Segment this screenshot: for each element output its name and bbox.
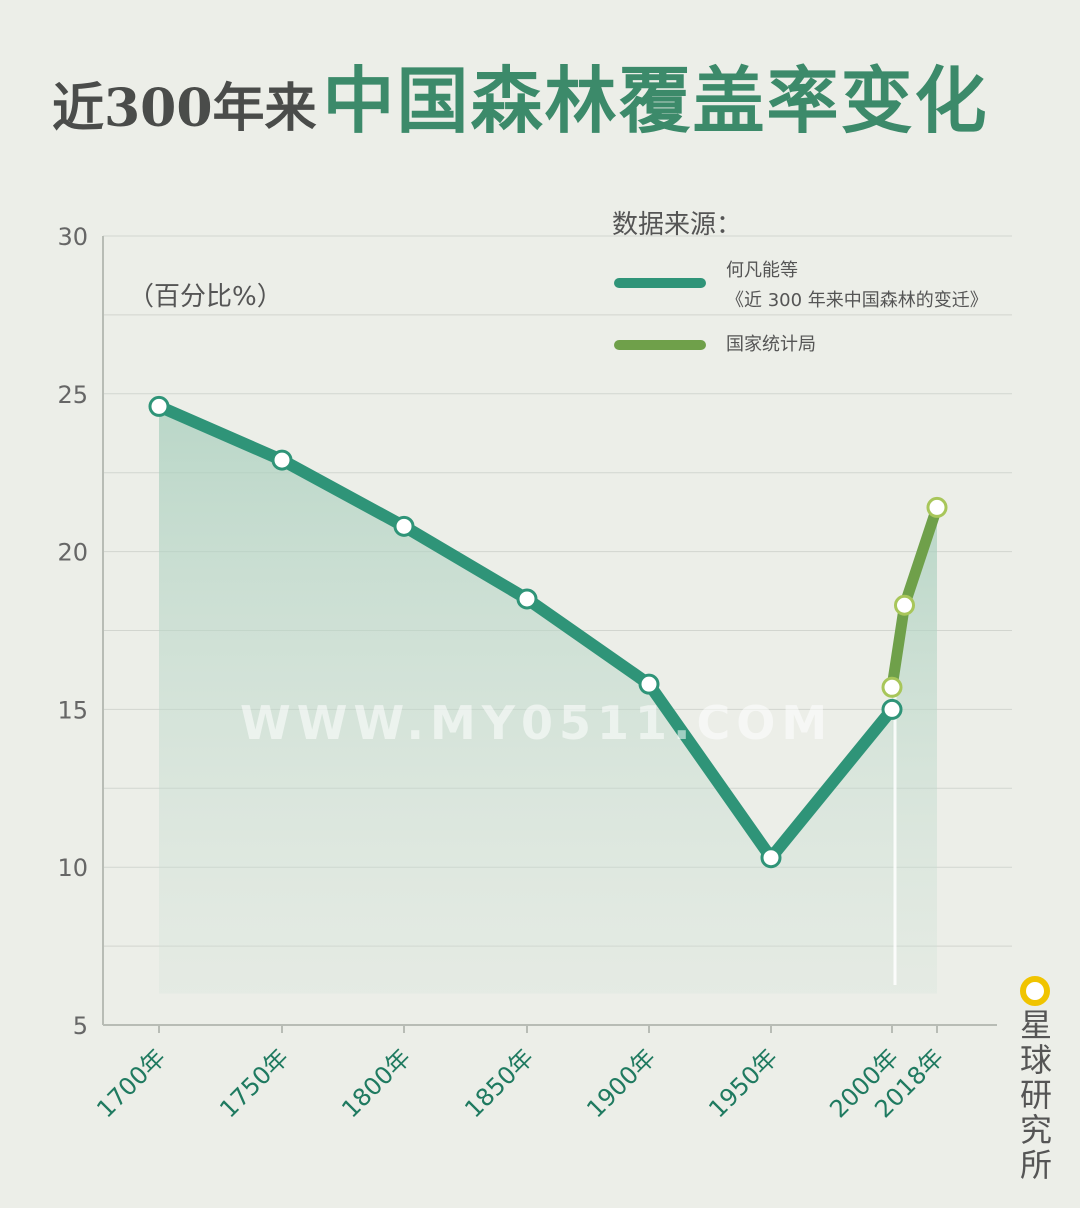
legend-label-statistics: 国家统计局	[726, 334, 816, 355]
unit-label: （百分比%）	[128, 282, 283, 312]
x-tick-label: 1800年	[336, 1043, 416, 1123]
y-tick-label: 30	[57, 223, 88, 251]
watermark: WWW.MY0511.COM	[240, 696, 834, 750]
x-tick-label: 1950年	[703, 1043, 783, 1123]
data-point	[148, 395, 170, 417]
legend-swatch-historical	[614, 278, 706, 288]
data-point	[760, 847, 782, 869]
legend-title: 数据来源：	[612, 210, 743, 240]
y-tick-label: 20	[57, 539, 88, 567]
data-point	[393, 515, 415, 537]
x-tick-label: 1750年	[214, 1043, 294, 1123]
y-tick-label: 5	[73, 1012, 88, 1040]
data-point	[881, 676, 903, 698]
data-point	[271, 449, 293, 471]
x-tick-label: 1700年	[91, 1043, 171, 1123]
area-fill-historical	[159, 406, 892, 994]
data-point	[894, 594, 915, 616]
data-point	[926, 496, 948, 518]
title-main: 中国森林覆盖率变化	[322, 58, 989, 143]
data-point	[881, 698, 903, 720]
x-tick-label: 1900年	[581, 1043, 661, 1123]
y-tick-label: 10	[57, 854, 88, 882]
legend-label-historical-line1: 何凡能等	[726, 260, 798, 281]
legend-label-historical: 何凡能等 《近 300 年来中国森林的变迁》	[726, 256, 988, 316]
title-prefix: 近300年来	[52, 78, 317, 139]
x-tick-label: 1850年	[459, 1043, 539, 1123]
y-tick-label: 15	[57, 696, 88, 724]
brand-name: 星球研究所	[1019, 1006, 1052, 1184]
brand-logo-dot	[1020, 976, 1050, 1006]
legend-label-historical-line2: 《近 300 年来中国森林的变迁》	[726, 290, 988, 311]
data-point	[516, 588, 538, 610]
y-tick-label: 25	[57, 381, 88, 409]
page-title: 近300年来中国森林覆盖率变化	[52, 42, 989, 147]
data-point	[638, 673, 660, 695]
legend-swatch-statistics	[614, 340, 706, 350]
